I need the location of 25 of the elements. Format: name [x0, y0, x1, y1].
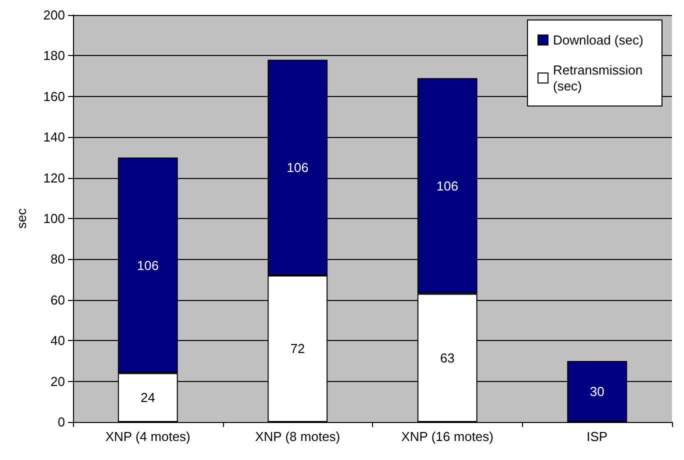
- y-tick-label: 0: [58, 414, 65, 430]
- x-tick-label: XNP (4 motes): [105, 429, 190, 444]
- x-tick-label: ISP: [586, 429, 608, 444]
- data-label: 72: [290, 341, 305, 356]
- y-tick-label: 100: [43, 211, 65, 226]
- data-label: 106: [137, 258, 159, 273]
- y-tick-label: 20: [50, 374, 65, 389]
- x-tick-label: XNP (16 motes): [401, 429, 494, 444]
- y-axis-title: sec: [14, 208, 29, 229]
- legend-label: Download (sec): [553, 32, 644, 48]
- x-tick-label: XNP (8 motes): [255, 429, 340, 444]
- legend-label: Retransmission (sec): [553, 62, 646, 94]
- y-tick-label: 140: [43, 130, 65, 145]
- y-tick-label: 60: [50, 292, 65, 308]
- data-label: 106: [286, 160, 308, 176]
- data-label: 24: [140, 390, 156, 406]
- y-tick-label: 120: [43, 170, 65, 186]
- data-label: 30: [590, 384, 604, 399]
- y-tick-label: 160: [43, 88, 65, 104]
- data-label: 63: [440, 350, 455, 366]
- data-label: 106: [436, 178, 458, 194]
- y-tick-label: 40: [50, 333, 65, 348]
- y-tick-label: 200: [43, 8, 65, 22]
- y-tick-label: 80: [50, 252, 65, 267]
- y-tick-label: 180: [43, 48, 65, 64]
